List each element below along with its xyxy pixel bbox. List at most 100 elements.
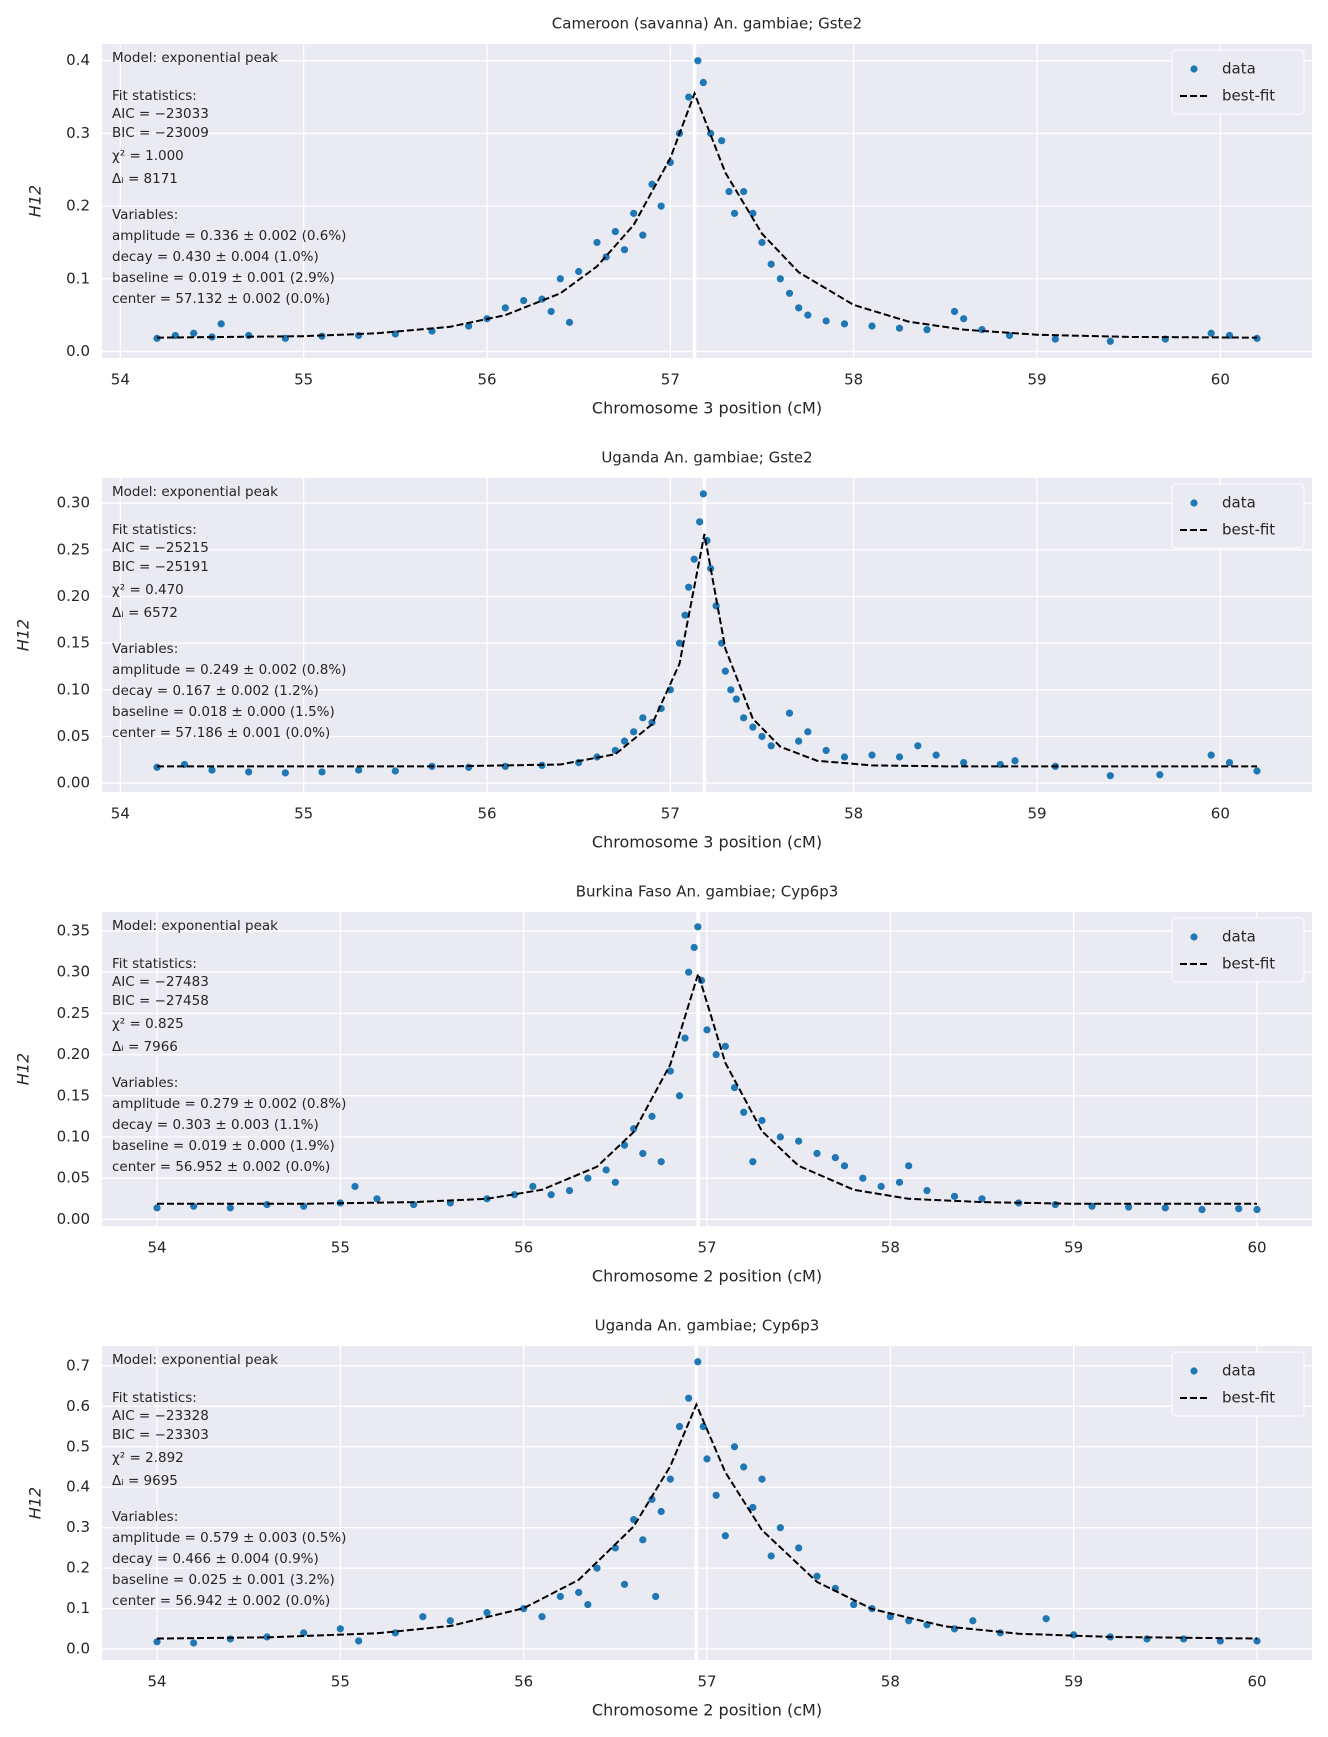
annotation: AIC = −27483 (112, 974, 209, 990)
annotation: baseline = 0.025 ± 0.001 (3.2%) (112, 1572, 335, 1588)
data-point (529, 1182, 537, 1191)
data-point (675, 1092, 684, 1100)
annotation: χ² = 2.892 (112, 1450, 184, 1466)
data-point (419, 1613, 427, 1621)
y-tick-label: 0.05 (57, 727, 90, 745)
y-tick-label: 0.7 (66, 1356, 90, 1374)
data-point (318, 768, 326, 776)
annotation: AIC = −23328 (112, 1408, 209, 1424)
x-tick-label: 56 (514, 1673, 533, 1691)
data-point (1106, 337, 1114, 345)
data-point (245, 331, 253, 340)
subplot-title: Burkina Faso An. gambiae; Cyp6p3 (576, 883, 839, 901)
x-tick-label: 60 (1211, 805, 1230, 823)
data-point (355, 766, 363, 774)
legend-label: best-fit (1222, 1389, 1275, 1407)
data-point (1198, 1205, 1206, 1214)
data-point (740, 187, 748, 196)
x-tick-label: 57 (661, 805, 680, 823)
data-point (721, 667, 729, 675)
legend (1171, 1351, 1305, 1417)
data-point (1156, 771, 1164, 779)
data-point (795, 1137, 803, 1145)
data-point (657, 1507, 665, 1516)
data-point (767, 742, 775, 750)
y-tick-label: 0.1 (66, 1599, 90, 1617)
x-tick-label: 55 (331, 1673, 350, 1691)
y-axis-label: H12 (14, 1053, 33, 1085)
data-point (1051, 335, 1059, 343)
y-tick-label: 0.20 (57, 1045, 90, 1063)
data-point (850, 1600, 858, 1609)
y-tick-label: 0.30 (57, 494, 90, 512)
annotation: Fit statistics: (112, 1390, 197, 1406)
annotation: BIC = −23303 (112, 1427, 209, 1443)
data-point (840, 320, 849, 328)
data-point (703, 1455, 711, 1463)
data-point (1253, 1637, 1261, 1645)
fit-line (157, 533, 1257, 768)
data-point (721, 1042, 729, 1050)
annotation: Δᵢ = 6572 (112, 605, 178, 621)
x-tick-label: 54 (111, 805, 130, 823)
fit-line (156, 90, 1258, 339)
data-point (1253, 334, 1261, 342)
data-point (776, 1524, 784, 1532)
data-point (1011, 757, 1019, 765)
annotation: AIC = −23033 (112, 106, 209, 122)
data-point (630, 209, 638, 217)
data-point (565, 1186, 574, 1195)
data-point (611, 227, 619, 236)
data-point (758, 1475, 766, 1483)
data-point (969, 1617, 977, 1625)
data-point (556, 275, 564, 283)
subplot: Cameroon (savanna) An. gambiae; Gste2 Chr… (26, 15, 1312, 418)
data-point (630, 728, 638, 736)
data-point (868, 751, 876, 759)
x-tick-label: 59 (1027, 805, 1046, 823)
y-tick-label: 0.2 (66, 1559, 90, 1577)
data-point (520, 296, 528, 305)
data-point (758, 238, 766, 247)
annotation: center = 57.132 ± 0.002 (0.0%) (112, 291, 330, 307)
data-point (611, 1544, 619, 1552)
y-axis-label: H12 (26, 185, 45, 217)
subplot: Uganda An. gambiae; Gste2 Chromosome 3 po… (14, 449, 1312, 852)
data-point (960, 315, 968, 323)
data-point (749, 209, 757, 217)
data-point (620, 1580, 629, 1588)
y-tick-label: 0.1 (66, 269, 90, 287)
y-tick-label: 0.20 (57, 587, 90, 605)
data-point (675, 639, 684, 647)
data-point (547, 1191, 555, 1199)
data-point (465, 763, 473, 771)
y-tick-label: 0.10 (57, 680, 90, 698)
data-point (538, 1613, 546, 1621)
y-tick-label: 0.5 (66, 1437, 90, 1455)
data-point (300, 1629, 308, 1637)
subplot-title: Cameroon (savanna) An. gambiae; Gste2 (552, 15, 862, 33)
fit-line (157, 970, 1257, 1205)
data-point (639, 714, 647, 722)
annotation: Model: exponential peak (112, 50, 278, 66)
data-point (208, 766, 216, 774)
x-tick-label: 60 (1247, 1239, 1266, 1257)
y-tick-label: 0.25 (57, 1004, 90, 1022)
data-point (804, 728, 812, 736)
data-point (620, 737, 629, 745)
data-point (740, 714, 748, 722)
data-point (694, 923, 702, 931)
data-point (978, 1195, 986, 1203)
subplot: Burkina Faso An. gambiae; Cyp6p3 Chromoso… (14, 883, 1312, 1286)
data-point (905, 1162, 913, 1170)
data-point (690, 555, 698, 563)
data-point (584, 1174, 592, 1182)
x-tick-label: 55 (331, 1239, 350, 1257)
data-point (483, 1609, 491, 1617)
data-point (730, 1083, 739, 1092)
legend-label: best-fit (1222, 521, 1275, 539)
x-tick-label: 57 (661, 371, 680, 389)
y-tick-label: 0.3 (66, 124, 90, 142)
y-axis-label: H12 (26, 1487, 45, 1519)
annotation: baseline = 0.018 ± 0.000 (1.5%) (112, 704, 335, 720)
